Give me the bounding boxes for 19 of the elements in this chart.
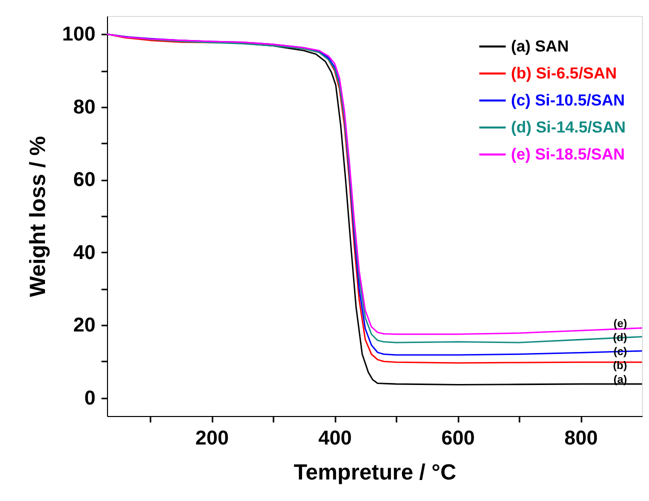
legend-label: (c) Si-10.5/SAN <box>511 92 625 110</box>
x-axis-title: Tempreture / °C <box>294 460 456 484</box>
x-tick-label: 200 <box>195 428 229 450</box>
annotation: (b) <box>612 360 628 372</box>
legend-label: (d) Si-14.5/SAN <box>511 120 626 136</box>
legend-label: (b) Si-6.5/SAN <box>511 66 617 82</box>
y-tick-label: 60 <box>73 169 96 192</box>
x-tick-label: 600 <box>441 428 475 450</box>
y-tick-label: 20 <box>73 314 96 337</box>
y-axis-title: Weight loss / % <box>25 136 50 297</box>
x-tick-label: 400 <box>318 428 352 450</box>
y-tick-label: 0 <box>84 387 96 410</box>
legend-label: (e) Si-18.5/SAN <box>511 146 625 164</box>
y-tick-label: 80 <box>73 96 96 118</box>
y-tick-label: 40 <box>73 242 96 264</box>
legend-label: (a) SAN <box>511 38 569 56</box>
annotation: (e) <box>614 318 628 330</box>
x-tick-label: 800 <box>564 428 598 450</box>
y-tick-label: 100 <box>62 24 96 46</box>
